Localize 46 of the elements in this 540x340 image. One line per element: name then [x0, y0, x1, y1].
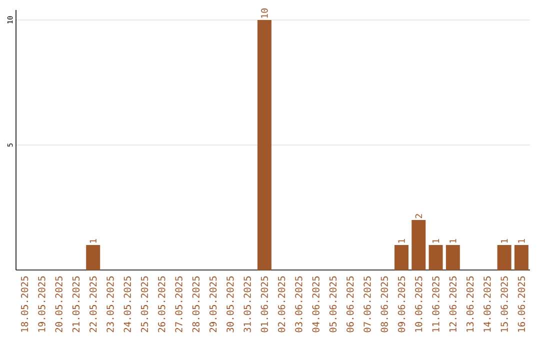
x-tick-label: 20.05.2025	[55, 276, 62, 332]
data-label: 1	[450, 238, 456, 243]
x-tick-label: 07.06.2025	[364, 276, 371, 332]
x-tick-label: 03.06.2025	[295, 276, 302, 332]
data-label: 1	[518, 238, 525, 243]
x-tick-label: 27.05.2025	[175, 276, 182, 332]
x-tick-label: 18.05.2025	[20, 276, 28, 332]
x-tick-label: 12.06.2025	[449, 276, 457, 332]
x-tick-label: 15.06.2025	[500, 276, 508, 332]
x-tick-label: 21.05.2025	[72, 276, 80, 332]
bar	[428, 245, 443, 270]
x-tick-label: 31.05.2025	[244, 276, 251, 332]
x-tick-label: 06.06.2025	[346, 276, 354, 332]
bar	[394, 245, 409, 270]
bar	[497, 245, 512, 270]
x-tick-label: 26.05.2025	[158, 276, 166, 332]
x-tick-label: 08.06.2025	[380, 276, 388, 332]
x-tick-label: 28.05.2025	[192, 276, 200, 332]
x-tick-label: 02.06.2025	[278, 276, 286, 332]
data-label: 1	[398, 238, 405, 243]
x-tick-label: 11.06.2025	[432, 276, 440, 332]
bar	[257, 20, 272, 270]
data-label: 10	[261, 8, 268, 18]
x-tick-label: 29.05.2025	[209, 276, 217, 332]
x-tick-label: 09.06.2025	[398, 276, 406, 332]
x-tick-label: 23.05.2025	[106, 276, 114, 332]
x-tick-label: 24.05.2025	[124, 276, 131, 332]
x-tick-label: 19.05.2025	[38, 276, 46, 332]
bar	[86, 245, 100, 270]
x-tick-label: 04.06.2025	[312, 276, 320, 332]
x-tick-label: 14.06.2025	[484, 276, 491, 332]
x-tick-label: 22.05.2025	[90, 276, 97, 332]
x-tick-label: 16.06.2025	[518, 276, 526, 332]
bar	[514, 245, 528, 270]
bar	[412, 220, 426, 270]
data-label: 2	[415, 214, 422, 218]
data-label: 1	[501, 238, 508, 243]
x-tick-label: 30.05.2025	[226, 276, 234, 332]
x-tick-label: 10.06.2025	[415, 276, 422, 332]
data-label: 1	[432, 238, 440, 243]
x-tick-label: 01.06.2025	[260, 276, 268, 332]
bar	[446, 245, 460, 270]
x-tick-label: 05.06.2025	[329, 276, 337, 332]
x-tick-label: 25.05.2025	[140, 276, 148, 332]
data-label: 1	[90, 238, 96, 243]
x-tick-label: 13.06.2025	[466, 276, 474, 332]
